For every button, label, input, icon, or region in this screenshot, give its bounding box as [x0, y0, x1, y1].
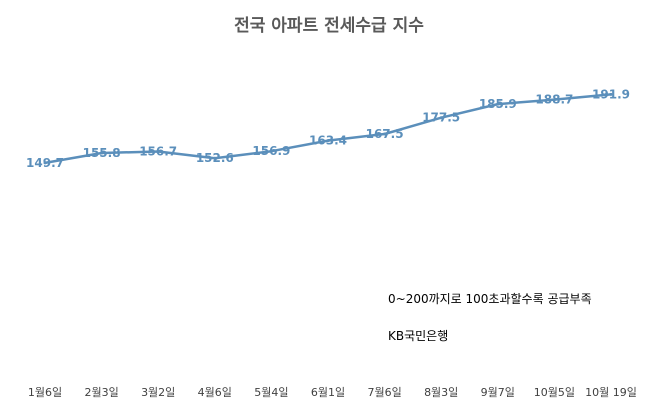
annotation-supply-note: 0~200까지로 100초과할수록 공급부족	[388, 292, 592, 306]
data-point	[609, 92, 613, 96]
annotation-source: KB국민은행	[388, 328, 448, 343]
data-point	[156, 150, 160, 153]
data-label: 185.9	[479, 97, 517, 111]
series-line	[44, 93, 612, 165]
data-label: 152.6	[196, 151, 234, 165]
data-point	[269, 149, 273, 153]
x-tick-label: 1월6일	[28, 385, 62, 399]
x-tick-label: 6월1일	[311, 385, 345, 399]
chart-title: 전국 아파트 전세수급 지수	[234, 16, 424, 36]
data-label: 156.7	[139, 145, 177, 159]
data-point	[552, 98, 556, 102]
x-tick-label: 7월6일	[367, 385, 401, 399]
x-tick-label: 2월3일	[84, 385, 118, 399]
data-label: 191.9	[592, 87, 630, 101]
x-tick-label: 8월3일	[424, 385, 458, 399]
data-label: 149.7	[26, 156, 64, 170]
data-point	[43, 161, 47, 165]
x-tick-label: 10월5일	[534, 385, 575, 399]
data-point	[496, 102, 500, 106]
data-label: 163.4	[309, 134, 347, 148]
data-label: 156.9	[252, 144, 290, 158]
data-point	[439, 116, 443, 120]
data-point	[326, 139, 330, 143]
x-axis-tick-labels: 1월6일 2월3일 3월2일 4월6일 5월4일 6월1일 7월6일 8월3일 9월7일 10월5…	[28, 385, 637, 399]
x-tick-label: 3월2일	[141, 385, 175, 399]
x-tick-label: 4월6일	[198, 385, 232, 399]
data-label: 188.7	[535, 93, 573, 107]
data-point	[213, 156, 217, 160]
x-tick-label: 10월 19일	[585, 385, 637, 399]
series-layer: 149.7 155.8 156.7 152.6 156.9 163.4 167.5 177.5…	[26, 87, 630, 169]
x-tick-label: 9월7일	[481, 385, 515, 399]
data-label: 177.5	[422, 111, 460, 125]
data-point	[383, 132, 387, 136]
data-label: 167.5	[366, 127, 404, 141]
x-tick-label: 5월4일	[254, 385, 288, 399]
data-label: 155.8	[83, 146, 121, 160]
data-point	[100, 151, 104, 155]
